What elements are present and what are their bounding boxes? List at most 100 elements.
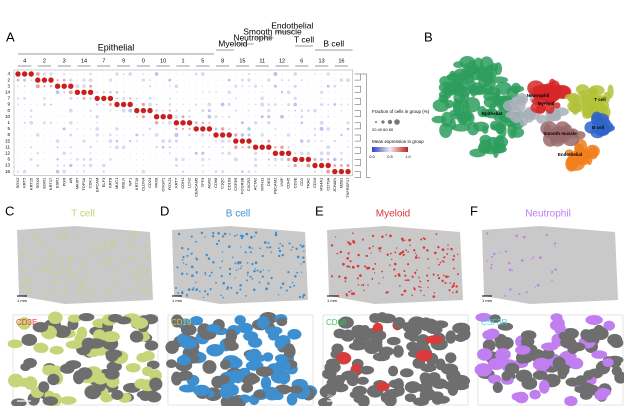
dot: [42, 103, 46, 106]
cell-spot: [77, 232, 80, 235]
dot: [162, 98, 164, 99]
cell-spot: [44, 287, 47, 290]
row-label: 6: [7, 157, 10, 162]
cell-spot: [187, 288, 191, 292]
cell-spot: [554, 246, 556, 248]
umap-cells: [554, 86, 562, 93]
cell-spot: [94, 235, 97, 238]
zoom-cell: [404, 381, 421, 394]
dot: [176, 79, 177, 81]
zoom-cell: [378, 346, 394, 357]
cell-spot: [248, 246, 252, 249]
dot: [261, 91, 264, 94]
zoom-cell: [178, 370, 193, 381]
dot: [83, 134, 85, 136]
dot: [314, 104, 316, 105]
dot: [308, 116, 309, 118]
dot: [44, 146, 45, 148]
cell-spot: [303, 250, 305, 252]
panel-title: B cell: [226, 209, 250, 220]
dot: [308, 122, 309, 124]
dot: [339, 78, 344, 82]
cell-spot: [131, 270, 135, 274]
cell-spot: [416, 254, 418, 256]
cell-spot: [439, 261, 442, 264]
gene-label: FOXJ1: [167, 177, 172, 190]
cell-spot: [26, 269, 29, 272]
zoom-cell: [261, 386, 279, 398]
cell-spot: [530, 257, 533, 260]
cell-spot: [437, 277, 441, 280]
cell-spot: [136, 281, 140, 285]
cell-spot: [195, 258, 199, 261]
dot: [70, 171, 72, 173]
dot: [281, 85, 283, 87]
zoom-cell: [514, 391, 529, 404]
dot: [313, 157, 317, 161]
cell-spot: [509, 288, 512, 291]
dot: [95, 133, 99, 137]
dot: [82, 78, 86, 82]
dot: [149, 159, 151, 160]
cell-spot: [224, 232, 227, 236]
cell-spot: [177, 232, 181, 236]
cell-spot: [132, 243, 136, 247]
dot: [116, 171, 118, 173]
cell-spot: [436, 258, 439, 260]
cluster-id: 0: [142, 58, 145, 64]
zoom-cell: [515, 345, 531, 355]
dot: [222, 79, 224, 81]
cell-spot: [234, 277, 236, 279]
dot: [234, 133, 238, 137]
cell-spot: [182, 255, 185, 259]
zoom-cell: [324, 386, 337, 397]
cell-spot: [44, 257, 47, 260]
group-label: Epithelial: [98, 42, 135, 52]
dot: [56, 146, 59, 149]
dot: [30, 98, 32, 99]
zoom-cell: [404, 393, 417, 403]
row-label: 3: [7, 83, 10, 88]
dot: [36, 164, 40, 167]
cell-spot: [372, 267, 375, 271]
cell-spot: [68, 245, 70, 248]
dot: [16, 78, 20, 82]
cell-spot: [72, 275, 75, 277]
dot: [162, 134, 164, 136]
dot: [70, 73, 72, 75]
cell-spot: [26, 286, 29, 289]
zoom-cell: [393, 385, 405, 397]
cell-spot: [254, 261, 258, 264]
dot: [200, 126, 206, 132]
cell-spot: [81, 234, 84, 237]
zoom-cell: [474, 363, 493, 377]
cell-spot: [50, 265, 53, 268]
dot: [300, 115, 304, 119]
dot: [57, 104, 58, 105]
dot: [347, 152, 349, 154]
zoom-cell: [100, 392, 112, 403]
dot: [327, 134, 329, 136]
dot: [77, 146, 78, 148]
dot: [227, 78, 231, 82]
dot: [154, 121, 159, 125]
umap-cells: [584, 121, 599, 134]
dot: [202, 79, 204, 81]
cell-spot: [442, 260, 445, 263]
cell-spot: [78, 293, 81, 296]
dot: [209, 140, 210, 142]
dot: [83, 104, 85, 105]
dot: [50, 110, 52, 111]
dot: [15, 71, 21, 77]
dot: [162, 91, 164, 93]
gene-label: KRT5: [22, 177, 27, 188]
cell-spot: [143, 274, 146, 276]
dot: [214, 115, 218, 119]
umap-cells: [490, 76, 509, 84]
dot: [267, 139, 271, 143]
dot: [176, 152, 177, 154]
zoom-cell: [585, 315, 603, 325]
cell-spot: [33, 235, 35, 237]
dot: [156, 165, 158, 166]
dot: [50, 98, 52, 99]
